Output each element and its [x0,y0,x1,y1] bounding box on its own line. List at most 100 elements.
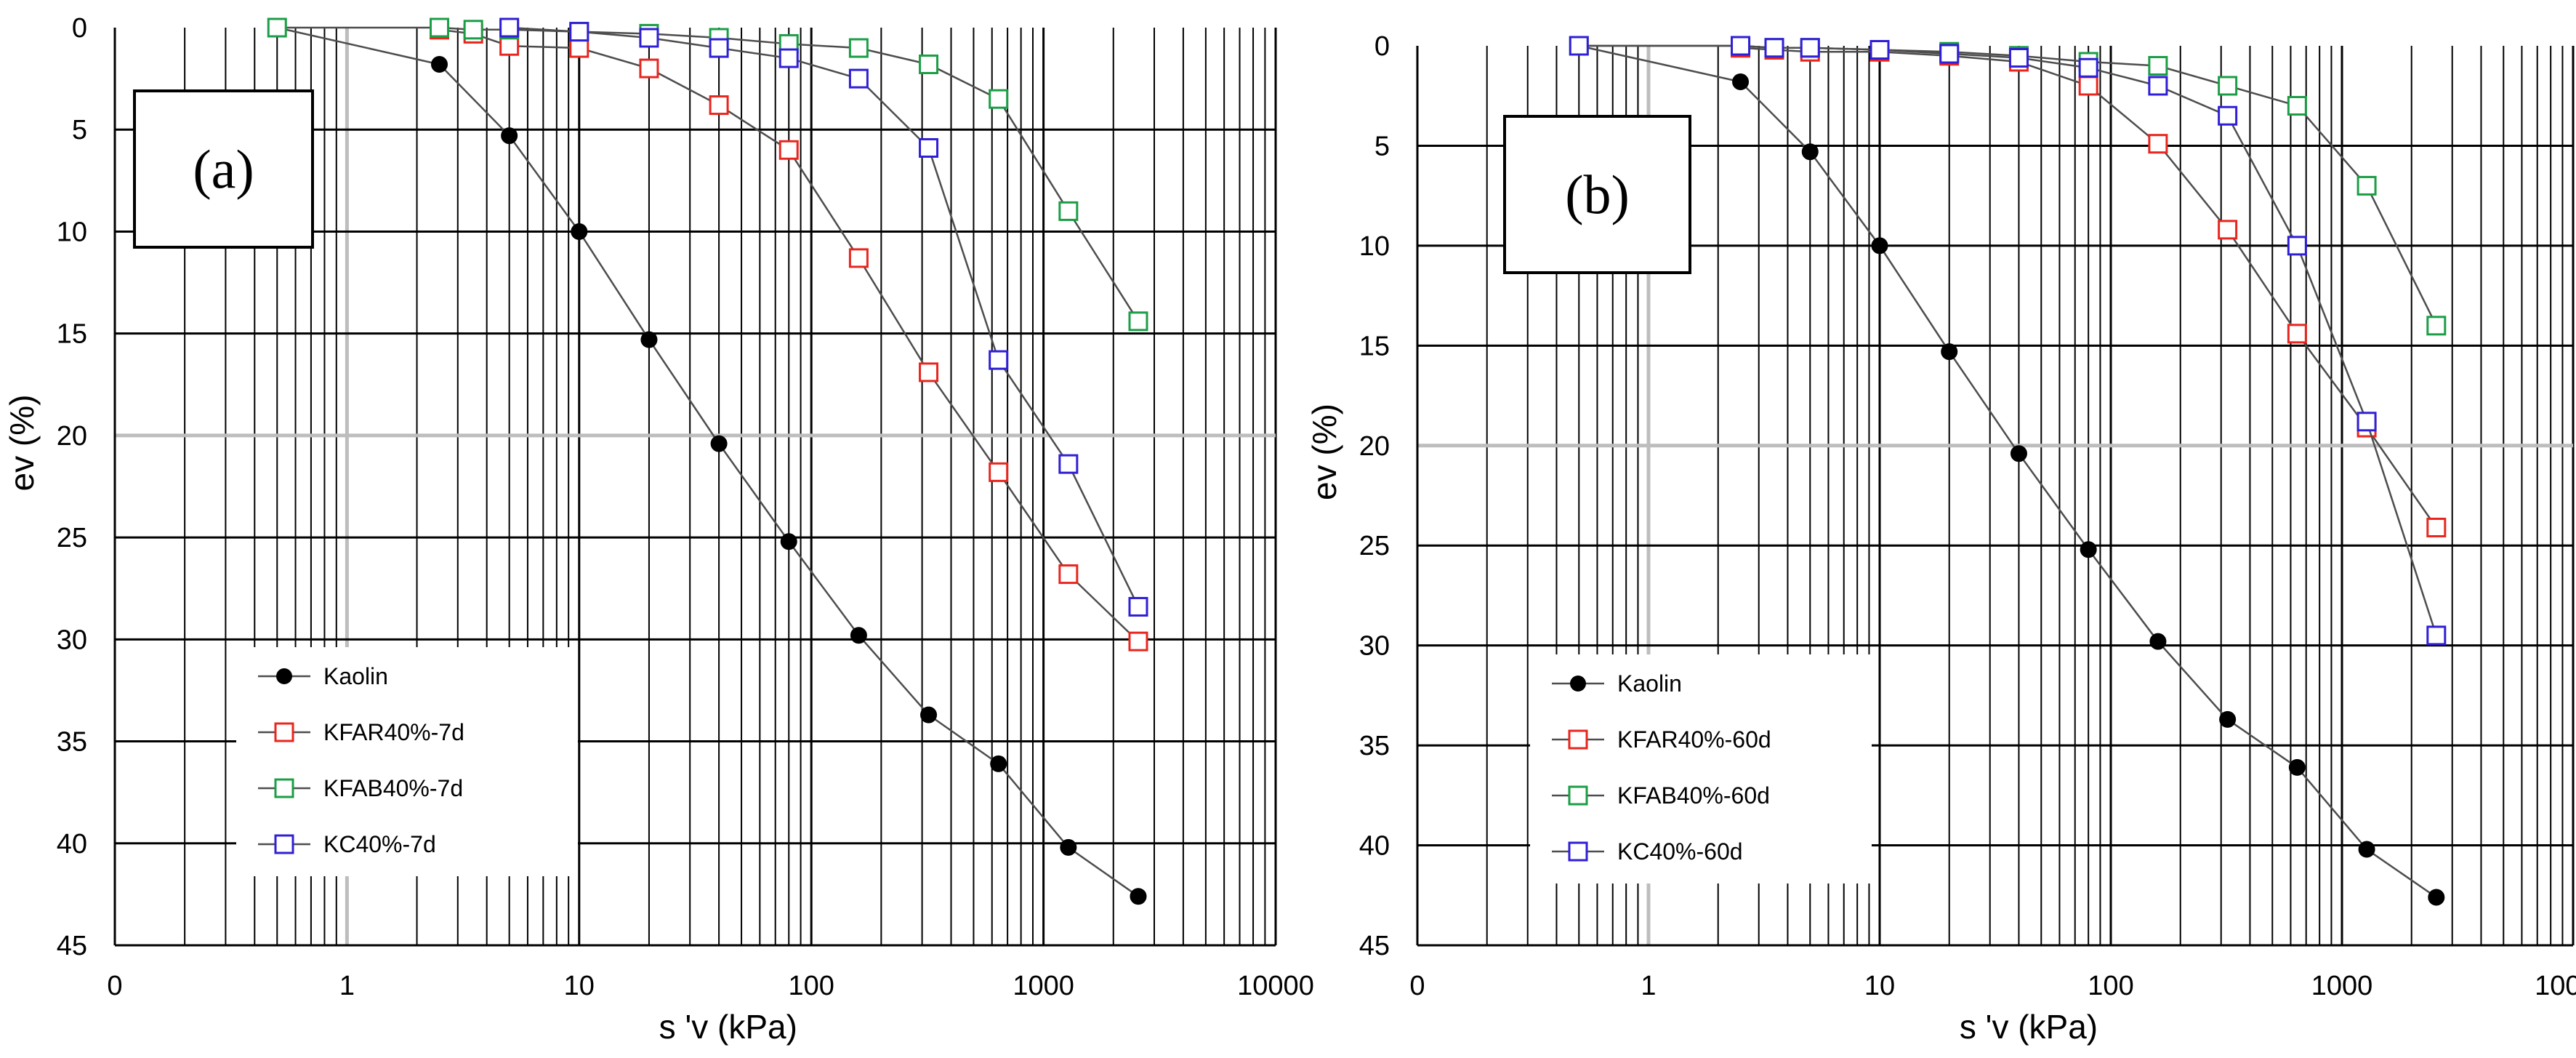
series-line [277,26,1140,322]
x-tick-label: 10000 [1237,971,1314,1001]
data-point [919,137,939,158]
series-line [509,26,1140,608]
x-tick-label: 1 [1641,971,1656,1001]
data-point [1869,39,1890,60]
data-point [2148,134,2168,154]
y-tick-label: 30 [57,625,87,655]
y-tick-label: 10 [1359,231,1390,262]
legend-marker [1568,841,1588,862]
data-point [709,95,729,116]
data-point [1058,564,1079,585]
legend-marker [276,668,292,684]
data-point [2078,76,2098,96]
data-point [1800,38,1820,58]
data-point [569,38,589,58]
data-point [639,58,659,79]
data-point [1058,201,1079,221]
data-point [990,755,1007,772]
data-point [2008,47,2029,68]
data-point [2010,445,2027,462]
data-point [430,17,450,38]
data-point [1941,343,1958,361]
data-point [1801,143,1819,161]
x-tick-label: 100 [2088,971,2133,1001]
y-tick-label: 5 [72,115,87,145]
y-tick-label: 30 [1359,631,1390,662]
data-point [2287,324,2307,344]
data-point [1128,631,1148,652]
data-point [1871,237,1888,255]
panel-label: (b) [1565,165,1630,226]
data-point [2288,758,2306,776]
y-axis-title: ev (%) [3,395,41,492]
data-point [2426,316,2447,336]
data-point [1060,838,1077,856]
panel-a: 0 5 10 15 20 25 30 35 40 45 0 1 10 100 1000 10000 s 'v (… [3,13,1314,1046]
y-tick-label: 35 [1359,731,1390,761]
y-tick-label: 15 [1359,331,1390,361]
data-point [2218,220,2238,240]
data-point [850,627,867,644]
legend: Kaolin KFAR40%-60d KFAB40%-60d KC40%-60d [1530,654,1872,883]
data-point [640,331,658,348]
y-tick-label: 45 [1359,931,1390,961]
data-point [848,68,869,89]
data-point [267,17,287,38]
panel-b: 0 5 10 15 20 25 30 35 40 45 0 1 10 100 1000 10000 s 'v (… [1305,31,2576,1046]
data-point [463,20,483,40]
legend-marker [1568,785,1588,806]
data-point [1058,454,1079,474]
x-tick-label: 0 [1409,971,1425,1001]
data-point [989,89,1009,109]
legend-marker [1568,729,1588,750]
data-point [2078,57,2098,78]
series-line [1579,44,2437,326]
panel-label-box [133,89,314,249]
data-point [569,22,589,42]
legend-label: KFAB40%-60d [1617,782,1770,809]
legend-marker [274,722,294,742]
legend: Kaolin KFAR40%-7d KFAB40%-7d KC40%-7d [236,647,578,876]
data-point [2428,889,2445,906]
data-point [2426,625,2447,646]
legend-label: KC40%-60d [1617,838,1743,865]
y-tick-label: 35 [57,727,87,758]
data-point [848,38,869,58]
x-axis-title: s 'v (kPa) [659,1008,797,1046]
y-tick-label: 45 [57,931,87,961]
x-tick-label: 10000 [2535,971,2576,1001]
y-tick-label: 0 [72,13,87,44]
y-tick-label: 10 [57,217,87,247]
data-point [2148,55,2168,76]
data-point [501,127,518,145]
data-point [571,223,588,240]
data-point [1732,73,1750,90]
data-point [2426,517,2447,537]
data-point [2080,541,2097,558]
data-point [709,38,729,58]
legend-marker [274,834,294,854]
data-point [780,533,797,550]
data-point [639,28,659,48]
data-point [499,36,520,56]
data-point [1128,311,1148,332]
data-point [778,48,799,68]
data-point [2358,841,2375,858]
data-point [2149,633,2167,650]
data-point [989,350,1009,370]
y-tick-label: 0 [1374,31,1390,62]
x-axis-title: s 'v (kPa) [1960,1008,2098,1046]
legend-marker [1570,676,1586,692]
data-point [2287,95,2307,116]
panel-label: (a) [193,140,254,201]
data-point [1569,36,1589,56]
data-point [920,706,938,724]
data-point [778,140,799,160]
data-point [1939,44,1960,64]
legend-label: Kaolin [1617,670,1682,697]
y-tick-label: 20 [57,421,87,452]
data-point [431,55,448,73]
x-tick-label: 10 [564,971,595,1001]
legend-marker [274,778,294,798]
